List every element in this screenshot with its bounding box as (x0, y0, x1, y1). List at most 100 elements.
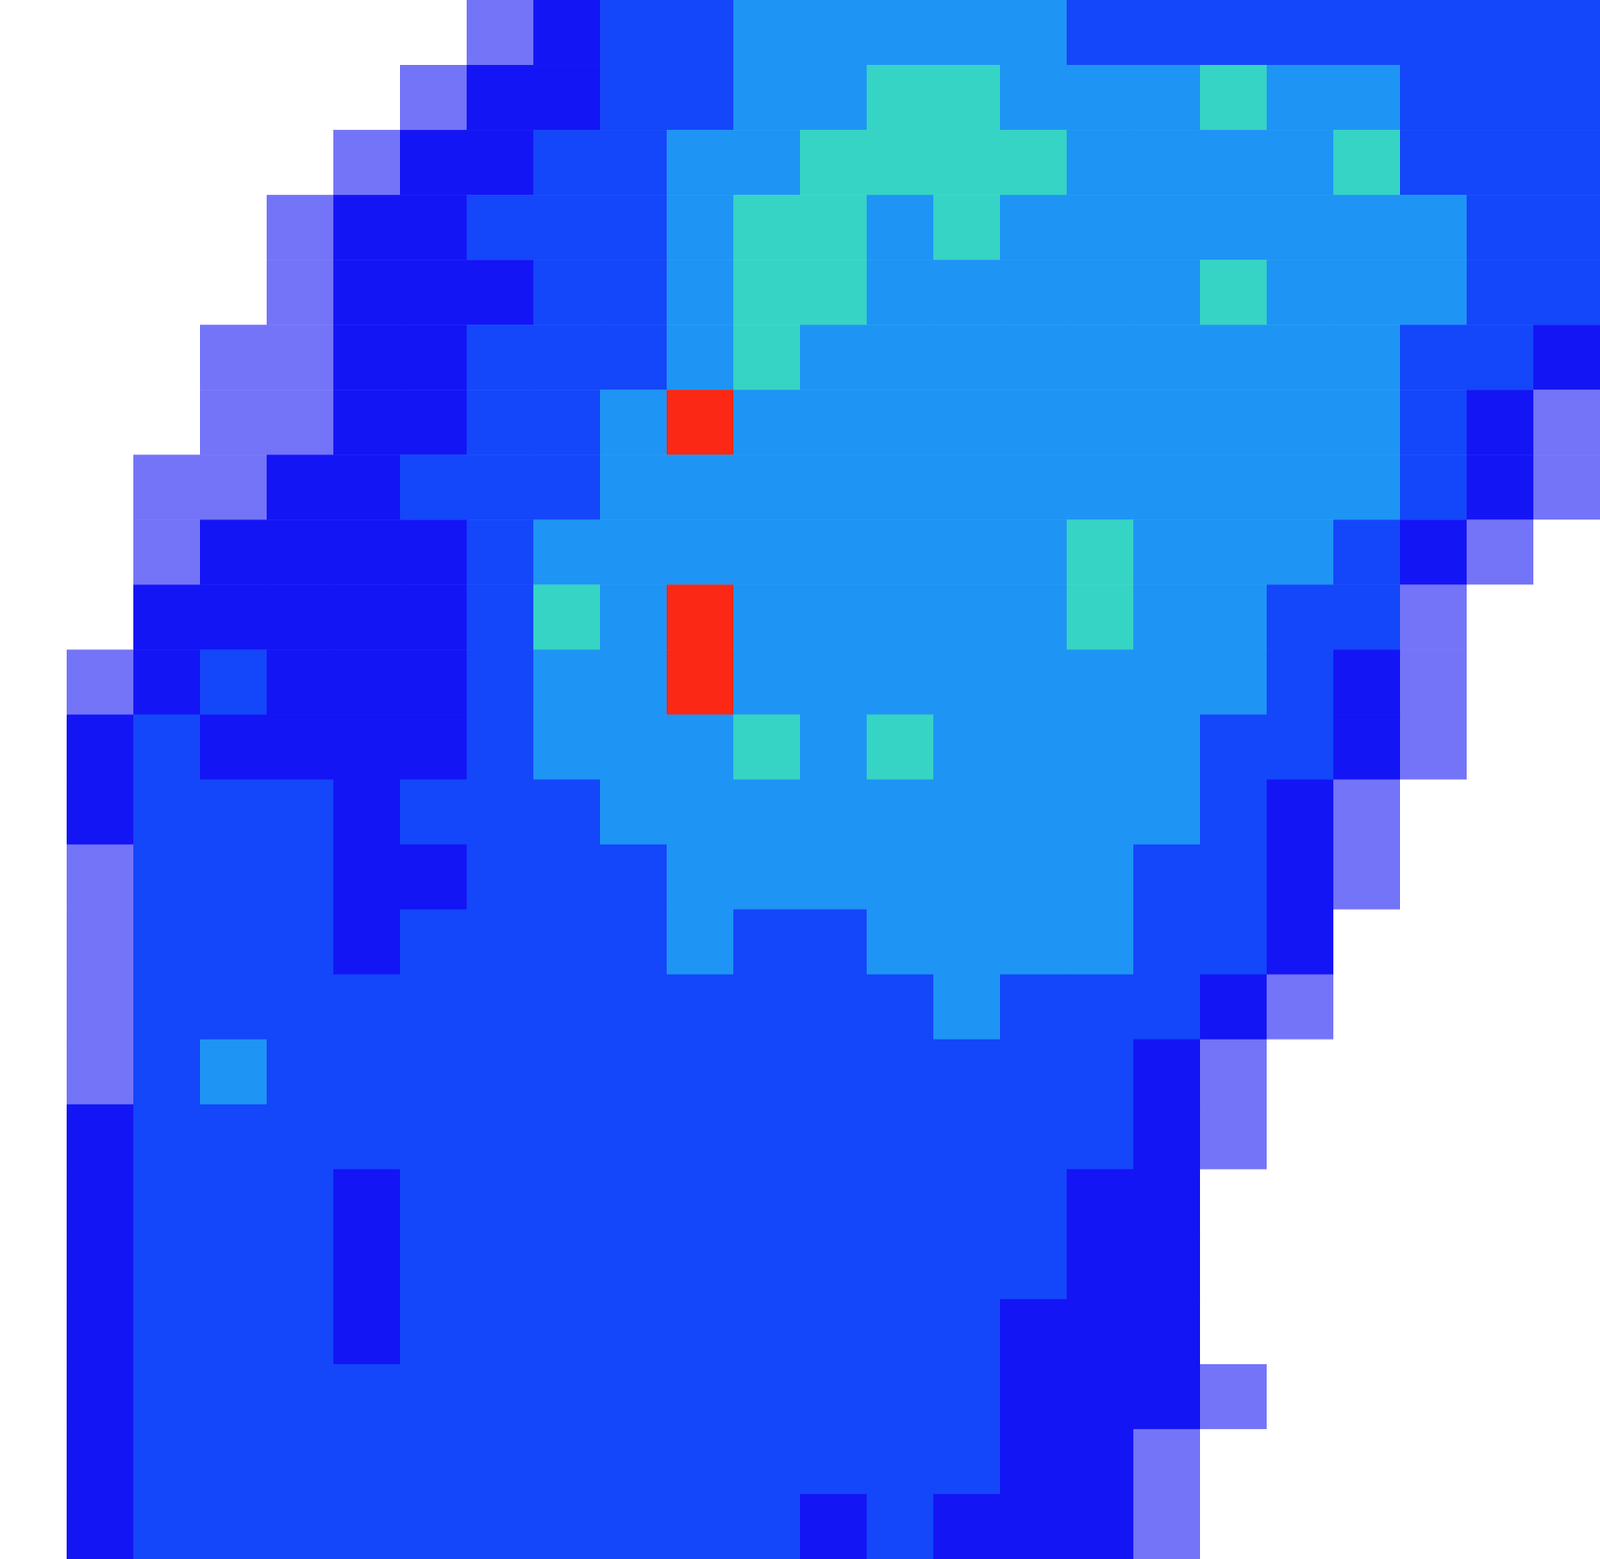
heat-cell (1466, 974, 1535, 1041)
heat-cell (266, 1104, 335, 1171)
heat-cell (1066, 844, 1135, 911)
heat-cell (1333, 519, 1401, 586)
heat-cell (666, 1104, 735, 1171)
heat-cell (200, 194, 268, 261)
heat-cell (66, 194, 135, 261)
heat-cell (1333, 389, 1401, 456)
heat-cell (400, 1234, 468, 1300)
heat-cell (333, 1169, 401, 1236)
heat-cell (800, 1299, 868, 1365)
heat-cell (1000, 194, 1068, 261)
heat-cell (1133, 64, 1201, 131)
heat-cell (466, 844, 535, 911)
heat-cell (533, 909, 601, 976)
heat-cell (933, 909, 1001, 976)
heat-cell (1000, 844, 1068, 911)
heat-cell (66, 844, 135, 911)
heat-cell (1200, 324, 1268, 391)
heat-cell (866, 714, 935, 780)
heat-cell (866, 1104, 935, 1171)
heat-cell (733, 844, 801, 911)
heat-cell (200, 1104, 268, 1171)
heat-cell (666, 129, 735, 196)
heat-cell (266, 909, 335, 976)
heat-cell (1266, 1299, 1335, 1365)
heat-cell (666, 1428, 735, 1495)
heat-cell (266, 0, 335, 66)
heat-cell (1333, 1234, 1401, 1300)
heat-cell (1066, 64, 1135, 131)
heat-cell (1533, 0, 1600, 66)
heat-cell (733, 0, 801, 66)
heat-cell (600, 1428, 668, 1495)
heat-cell (466, 974, 535, 1041)
heat-cell (666, 1169, 735, 1236)
heat-cell (1333, 1104, 1401, 1171)
heat-cell (733, 1234, 801, 1300)
heat-cell (866, 1169, 935, 1236)
heat-cell (66, 519, 135, 586)
heat-cell (66, 389, 135, 456)
heat-cell (66, 909, 135, 976)
heat-cell (466, 649, 535, 715)
heat-cell (1533, 844, 1600, 911)
heat-cell (400, 1428, 468, 1495)
heat-cell (1066, 1039, 1135, 1106)
heat-cell (1466, 64, 1535, 131)
heat-cell (733, 1493, 801, 1559)
heat-cell (1266, 974, 1335, 1041)
heat-cell (533, 974, 601, 1041)
heat-cell (733, 194, 801, 261)
heat-cell (733, 64, 801, 131)
heat-cell (866, 1364, 935, 1430)
heat-cell (466, 0, 535, 66)
heat-cell (866, 389, 935, 456)
heat-cell (266, 1493, 335, 1559)
heat-cell (600, 649, 668, 715)
heat-cell (333, 1234, 401, 1300)
heat-cell (266, 259, 335, 326)
heat-cell (600, 194, 668, 261)
heat-cell (800, 0, 868, 66)
heat-cell (533, 584, 601, 650)
heat-cell (1200, 1104, 1268, 1171)
heat-cell (866, 584, 935, 650)
heat-cell (733, 1299, 801, 1365)
heat-cell (66, 64, 135, 131)
heat-cell (333, 1428, 401, 1495)
heat-cell (266, 1428, 335, 1495)
heat-cell (866, 1493, 935, 1559)
heat-cell (1000, 1169, 1068, 1236)
heat-cell (1200, 389, 1268, 456)
heat-cell (1266, 1039, 1335, 1106)
heat-cell (200, 974, 268, 1041)
heat-cell (1200, 714, 1268, 780)
heat-cell (1133, 1364, 1201, 1430)
heat-cell (1200, 454, 1268, 521)
heat-cell (66, 1364, 135, 1430)
heat-cell (1266, 779, 1335, 846)
heat-cell (1533, 1428, 1600, 1495)
heat-cell (533, 259, 601, 326)
heat-cell (600, 584, 668, 650)
heat-cell (466, 1493, 535, 1559)
heat-cell (933, 1234, 1001, 1300)
heat-cell (800, 1169, 868, 1236)
heat-cell (1133, 1039, 1201, 1106)
heat-cell (400, 714, 468, 780)
heat-cell (600, 1169, 668, 1236)
heat-cell (1266, 1234, 1335, 1300)
heat-cell (266, 974, 335, 1041)
heat-cell (1333, 1364, 1401, 1430)
heat-cell (1200, 1169, 1268, 1236)
heat-cell (1533, 974, 1600, 1041)
heat-cell (466, 259, 535, 326)
heat-cell (266, 584, 335, 650)
heat-cell (400, 1299, 468, 1365)
heat-cell (933, 324, 1001, 391)
heat-cell (200, 0, 268, 66)
heat-cell (533, 64, 601, 131)
heat-cell (1000, 259, 1068, 326)
heat-cell (800, 129, 868, 196)
heat-cell (800, 1039, 868, 1106)
